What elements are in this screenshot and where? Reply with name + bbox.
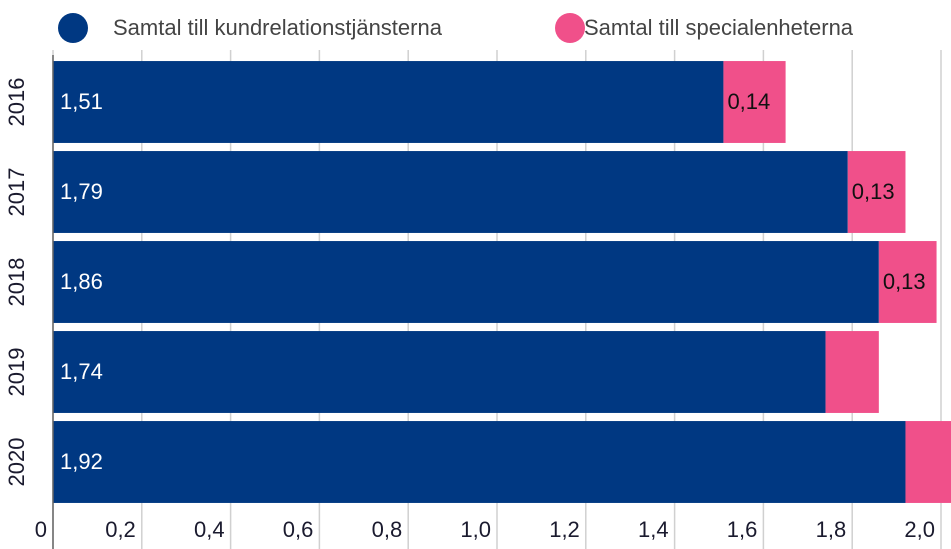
bar-segment bbox=[723, 61, 786, 143]
x-tick-label: 0,4 bbox=[194, 517, 225, 542]
x-tick-label: 1,8 bbox=[816, 517, 847, 542]
x-tick-label: 1,0 bbox=[460, 517, 491, 542]
bar-segment bbox=[825, 331, 879, 413]
legend-marker bbox=[58, 13, 88, 43]
bar-segment bbox=[53, 151, 848, 233]
x-tick-label: 2,0 bbox=[904, 517, 935, 542]
data-label: 0,13 bbox=[883, 269, 926, 294]
x-tick-label: 0 bbox=[35, 517, 47, 542]
x-tick-label: 0,2 bbox=[105, 517, 136, 542]
y-tick-label: 2020 bbox=[4, 438, 29, 487]
bar-segment bbox=[53, 421, 906, 503]
data-label: 1,86 bbox=[60, 269, 103, 294]
data-label: 1,51 bbox=[60, 89, 103, 114]
y-tick-label: 2018 bbox=[4, 258, 29, 307]
bar-segment bbox=[847, 151, 906, 233]
x-tick-label: 1,4 bbox=[638, 517, 669, 542]
x-tick-label: 0,6 bbox=[283, 517, 314, 542]
y-tick-label: 2016 bbox=[4, 78, 29, 127]
x-tick-label: 0,8 bbox=[372, 517, 403, 542]
bar-segment bbox=[53, 61, 724, 143]
data-label: 1,79 bbox=[60, 179, 103, 204]
legend-label: Samtal till kundrelationstjänsterna bbox=[113, 15, 443, 40]
data-label: 1,74 bbox=[60, 359, 103, 384]
bar-segment bbox=[878, 241, 937, 323]
legend-label: Samtal till specialenheterna bbox=[584, 15, 854, 40]
data-label: 0,13 bbox=[852, 179, 895, 204]
y-tick-label: 2019 bbox=[4, 348, 29, 397]
x-tick-label: 1,2 bbox=[549, 517, 580, 542]
data-label: 0,14 bbox=[727, 89, 770, 114]
y-tick-label: 2017 bbox=[4, 168, 29, 217]
bar-segment bbox=[53, 331, 826, 413]
legend-marker bbox=[555, 13, 585, 43]
bar-segment bbox=[905, 421, 951, 503]
data-label: 1,92 bbox=[60, 449, 103, 474]
x-tick-label: 1,6 bbox=[727, 517, 758, 542]
bar-segment bbox=[53, 241, 879, 323]
